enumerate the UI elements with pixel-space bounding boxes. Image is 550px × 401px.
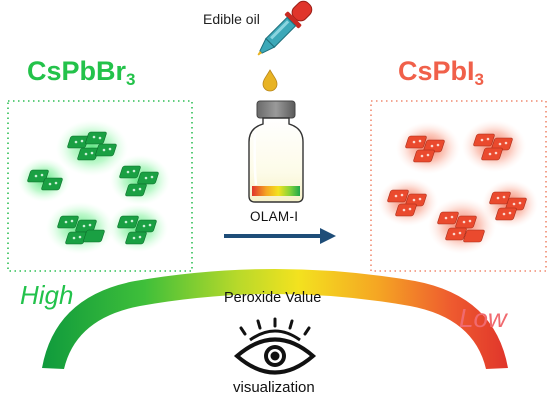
left-panel-title: CsPbBr3 — [27, 56, 136, 89]
eye-icon — [233, 317, 317, 375]
green-nanocrystal-clusters — [18, 120, 170, 254]
red-cluster-1 — [396, 122, 460, 174]
peroxide-value-gradient-arc — [42, 269, 508, 369]
green-cluster-3 — [18, 158, 70, 202]
red-cluster-3 — [378, 178, 438, 226]
red-cluster-4 — [428, 198, 496, 254]
vial-label: OLAM-I — [250, 209, 299, 224]
red-cluster-5 — [482, 180, 538, 228]
green-cluster-5 — [108, 204, 168, 252]
dropper-icon — [257, 0, 313, 56]
oil-drop-icon — [262, 69, 278, 92]
reaction-arrow — [224, 228, 336, 244]
red-nanocrystal-clusters — [378, 120, 538, 254]
scale-center-label: Peroxide Value — [224, 290, 322, 306]
dropper-label: Edible oil — [203, 11, 260, 27]
green-cluster-1 — [56, 120, 128, 176]
green-cluster-2 — [110, 155, 170, 205]
green-cluster-4 — [46, 202, 114, 254]
scale-right-label: Low — [459, 303, 507, 333]
vial-icon — [248, 100, 304, 203]
right-panel-title: CsPbI3 — [398, 56, 484, 89]
right-panel-frame — [370, 100, 547, 272]
visualization-label: visualization — [233, 379, 315, 396]
left-panel-frame — [7, 100, 193, 272]
red-cluster-2 — [462, 120, 526, 172]
scale-left-label: High — [20, 280, 74, 310]
